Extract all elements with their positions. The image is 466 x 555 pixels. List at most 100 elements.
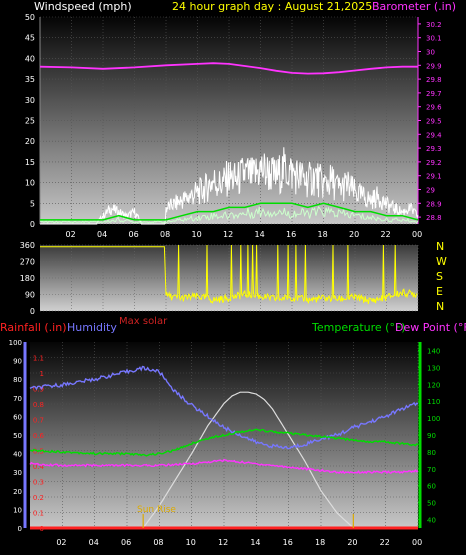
chart-title: 24 hour graph day : August 21,2025: [172, 0, 372, 13]
direction-tick-label: 270: [20, 258, 35, 267]
compass-label: N: [436, 300, 444, 313]
panel1-x-tick-label: 12: [223, 230, 233, 239]
direction-tick-label: 0: [30, 307, 35, 316]
rain-tick-label: 1.1: [33, 355, 44, 363]
humidity-label: Humidity: [67, 321, 117, 334]
temperature-tick-label: 50: [427, 500, 436, 508]
windspeed-tick-label: 5: [30, 199, 35, 208]
barometer-tick-label: 29.7: [426, 90, 442, 98]
panel1-x-tick-label: 04: [97, 230, 107, 239]
barometer-tick-label: 29.2: [426, 159, 442, 167]
solar-curve: [142, 391, 354, 529]
windspeed-tick-label: 10: [25, 179, 35, 188]
windspeed-tick-label: 0: [30, 220, 35, 229]
panel3-x-tick-label: 00: [412, 538, 422, 547]
windspeed-tick-label: 20: [25, 137, 35, 146]
panel3-x-tick-label: 10: [186, 538, 196, 547]
barometer-tick-label: 30: [426, 49, 435, 57]
humidity-tick-label: 80: [13, 376, 22, 384]
humidity-tick-label: 60: [13, 413, 22, 421]
panel1-x-tick-label: 08: [160, 230, 170, 239]
barometer-tick-label: 28.9: [426, 200, 442, 208]
humidity-tick-label: 10: [13, 506, 22, 514]
panel3-x-tick-label: 18: [315, 538, 325, 547]
temperature-tick-label: 70: [427, 466, 436, 474]
panel3-x-tick-label: 04: [89, 538, 99, 547]
barometer-tick-label: 29.8: [426, 76, 442, 84]
rain-tick-label: 0.2: [33, 494, 44, 502]
panel1-x-tick-label: 06: [129, 230, 139, 239]
panel1-x-tick-label: 02: [66, 230, 76, 239]
temperature-tick-label: 40: [427, 517, 436, 525]
compass-label: W: [436, 255, 447, 268]
dewpoint-label: Dew Point (°F): [395, 321, 466, 334]
panel3-series: [29, 365, 419, 530]
temperature-tick-label: 100: [427, 415, 440, 423]
panel1-x-tick-label: 16: [286, 230, 296, 239]
barometer-tick-label: 29.1: [426, 173, 442, 181]
humidity-tick-label: 50: [13, 432, 22, 440]
panel1-series: [39, 62, 419, 225]
barometer-tick-label: 28.8: [426, 214, 442, 222]
panel3-x-tick-label: 12: [218, 538, 228, 547]
temperature-tick-label: 90: [427, 432, 436, 440]
panel1-x-tick-label: 22: [381, 230, 391, 239]
temperature-tick-label: 120: [427, 381, 440, 389]
barometer-tick-label: 29.4: [426, 131, 442, 139]
panel1-x-tick-label: 10: [192, 230, 202, 239]
panel1-x-tick-label: 14: [255, 230, 265, 239]
panel3-x-tick-label: 06: [121, 538, 131, 547]
gust-average-line: [40, 202, 419, 221]
rain-tick-label: 0.8: [33, 401, 44, 409]
rain-tick-label: 0.6: [33, 432, 45, 440]
direction-tick-label: 180: [20, 274, 35, 283]
windspeed-axis-label: Windspeed (mph): [34, 0, 132, 13]
humidity-tick-label: 90: [13, 358, 22, 366]
temperature-label: Temperature (°F): [311, 321, 406, 334]
rain-tick-label: 0.7: [33, 417, 44, 425]
temperature-tick-label: 130: [427, 364, 440, 372]
barometer-line: [39, 62, 418, 75]
barometer-tick-label: 29: [426, 187, 435, 195]
wind-direction-line: [40, 244, 418, 305]
humidity-line: [29, 365, 419, 450]
barometer-tick-label: 29.5: [426, 118, 442, 126]
barometer-tick-label: 29.3: [426, 145, 442, 153]
humidity-tick-label: 70: [13, 395, 22, 403]
barometer-tick-label: 30.2: [426, 21, 442, 29]
compass-label: E: [436, 285, 443, 298]
windspeed-tick-label: 35: [25, 75, 35, 84]
panel3-x-tick-label: 02: [56, 538, 66, 547]
maxsolar-label: Max solar: [119, 316, 168, 327]
rain-tick-label: 1: [40, 370, 44, 378]
windspeed-tick-label: 15: [25, 158, 35, 167]
barometer-tick-label: 29.6: [426, 104, 442, 112]
humidity-tick-label: 40: [13, 451, 22, 459]
humidity-tick-label: 0: [18, 525, 22, 533]
temperature-tick-label: 80: [427, 449, 436, 457]
windspeed-tick-label: 50: [25, 13, 35, 22]
panel3-x-tick-label: 20: [347, 538, 357, 547]
windspeed-tick-label: 45: [25, 34, 35, 43]
rainfall-label: Rainfall (.in): [0, 321, 67, 334]
rain-tick-label: 0.9: [33, 386, 44, 394]
windspeed-tick-label: 40: [25, 54, 35, 63]
panel3-x-tick-label: 08: [153, 538, 163, 547]
sunrise-label: Sun Rise: [137, 505, 176, 515]
humidity-tick-label: 100: [9, 339, 22, 347]
barometer-axis-label: Barometer (.in): [372, 0, 456, 13]
humidity-tick-label: 20: [13, 488, 22, 496]
windspeed-tick-label: 25: [25, 117, 35, 126]
wind-barometer-panel: Windspeed (mph) 24 hour graph day : Augu…: [25, 0, 456, 239]
rain-tick-label: 0.1: [33, 510, 44, 518]
panel3-x-tick-label: 14: [250, 538, 260, 547]
panel1-x-tick-label: 18: [318, 230, 328, 239]
wind-average-line: [39, 205, 419, 224]
temperature-tick-label: 140: [427, 347, 440, 355]
panel1-x-tick-label: 00: [412, 230, 422, 239]
panel1-x-tick-label: 20: [349, 230, 359, 239]
temperature-tick-label: 60: [427, 483, 436, 491]
